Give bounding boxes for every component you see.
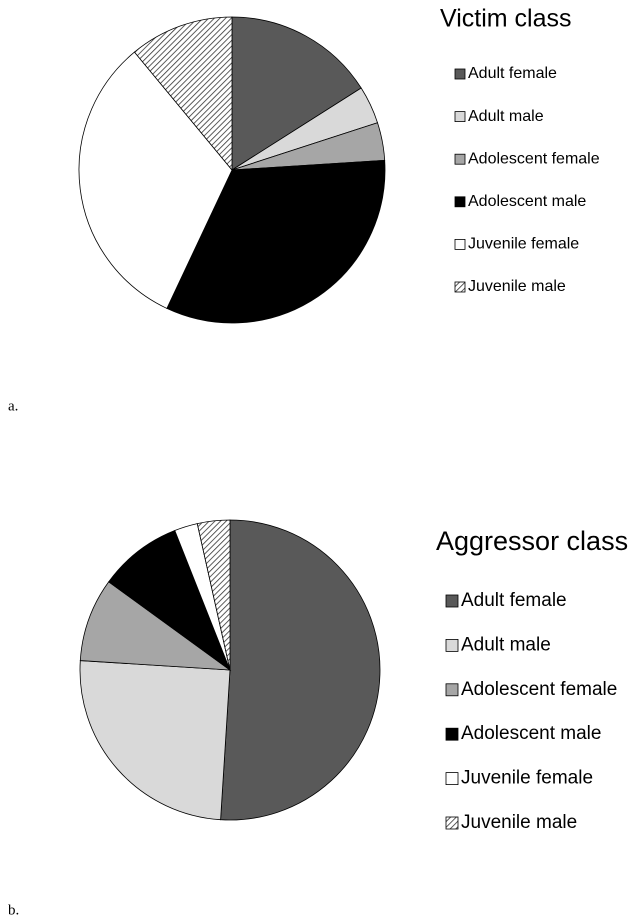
pie-slice (79, 660, 231, 821)
legend-label: Adult female (461, 590, 567, 611)
pie-slice (220, 519, 381, 821)
pie-slice (231, 16, 362, 171)
pie-slice (196, 519, 231, 671)
panel-label: b. (8, 902, 19, 918)
legend-label: Juvenile male (461, 812, 577, 833)
legend-label: Adolescent female (461, 679, 617, 700)
legend-label: Juvenile female (468, 236, 579, 253)
legend-swatch (454, 196, 466, 208)
legend-label: Juvenile female (461, 768, 593, 789)
legend-swatch (454, 111, 466, 122)
legend-swatch (454, 281, 466, 293)
legend-swatch (445, 639, 459, 652)
pie-slice (79, 581, 232, 671)
legend-title: Aggressor class (436, 526, 628, 556)
legend-swatch (445, 816, 459, 830)
legend-swatch (454, 68, 466, 80)
legend-label: Adult male (468, 108, 544, 125)
pie-slice (108, 530, 231, 672)
panel-label: a. (8, 398, 18, 414)
legend-label: Adolescent female (468, 150, 600, 167)
legend-swatch (454, 238, 466, 250)
legend-label: Juvenile male (468, 278, 566, 295)
legend-swatch (445, 594, 459, 608)
pie-slice (133, 16, 233, 172)
legend-swatch (445, 772, 459, 785)
legend-label: Adult male (461, 634, 551, 655)
pie-slice (78, 51, 233, 309)
legend-swatch (445, 727, 459, 741)
legend-swatch (454, 153, 466, 165)
legend-title: Victim class (440, 5, 572, 33)
pie-slice (166, 159, 386, 324)
legend-label: Adolescent male (468, 193, 586, 210)
legend-swatch (445, 683, 459, 697)
legend-label: Adolescent male (461, 723, 601, 744)
legend-label: Adult female (468, 65, 557, 82)
